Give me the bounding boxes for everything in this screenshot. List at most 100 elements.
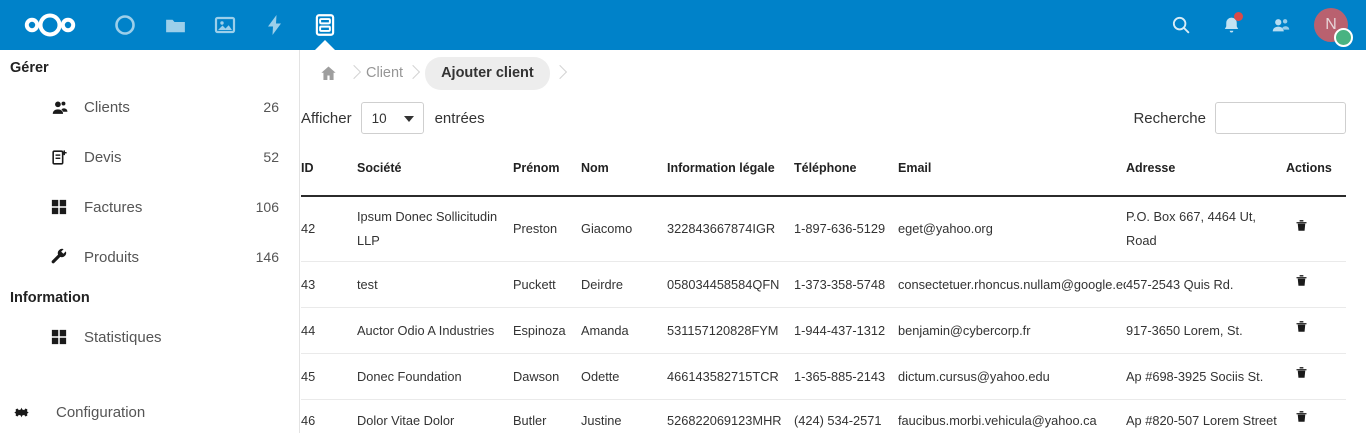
column-header-societe[interactable]: Société bbox=[357, 144, 513, 197]
trash-icon[interactable] bbox=[1294, 217, 1309, 242]
chevron-down-icon bbox=[403, 116, 414, 122]
wrench-icon bbox=[50, 248, 76, 267]
sidebar-item-count: 146 bbox=[255, 249, 279, 265]
sidebar-item-devis[interactable]: Devis 52 bbox=[0, 132, 299, 182]
cell-id: 42 bbox=[301, 196, 357, 262]
sidebar-item-label: Devis bbox=[84, 148, 122, 166]
cell-actions bbox=[1286, 353, 1346, 400]
activity-app-icon[interactable] bbox=[250, 0, 300, 50]
sidebar-item-produits[interactable]: Produits 146 bbox=[0, 232, 299, 282]
files-app-icon[interactable] bbox=[150, 0, 200, 50]
main-content: Client Ajouter client Afficher 10 entrée… bbox=[301, 50, 1366, 433]
breadcrumb-separator bbox=[550, 58, 572, 88]
trash-icon[interactable] bbox=[1294, 364, 1309, 389]
sidebar-item-label: Configuration bbox=[56, 404, 146, 421]
quote-icon bbox=[50, 148, 76, 167]
contacts-icon[interactable] bbox=[1256, 0, 1306, 50]
table-controls: Afficher 10 entrées Recherche bbox=[301, 96, 1366, 144]
table-row[interactable]: 44 Auctor Odio A Industries Espinoza Ama… bbox=[301, 307, 1346, 354]
trash-icon[interactable] bbox=[1294, 272, 1309, 297]
cell-id: 43 bbox=[301, 261, 357, 308]
page-length-suffix: entrées bbox=[434, 109, 485, 127]
cell-adresse: 457-2543 Quis Rd. bbox=[1126, 261, 1286, 308]
cell-societe: Donec Foundation bbox=[357, 353, 513, 400]
gear-icon bbox=[12, 403, 38, 422]
cell-id: 44 bbox=[301, 307, 357, 354]
sidebar-item-factures[interactable]: Factures 106 bbox=[0, 182, 299, 232]
column-header-actions: Actions bbox=[1286, 144, 1346, 197]
sidebar-item-statistiques[interactable]: Statistiques bbox=[0, 312, 299, 362]
column-header-email[interactable]: Email bbox=[898, 144, 1126, 197]
cell-actions bbox=[1286, 307, 1346, 354]
clients-table-wrapper: ID Société Prénom Nom Information légale… bbox=[301, 144, 1366, 433]
cell-actions bbox=[1286, 399, 1346, 433]
column-header-information-legale[interactable]: Information légale bbox=[667, 144, 794, 197]
breadcrumb: Client Ajouter client bbox=[301, 50, 1366, 96]
dashboard-app-icon[interactable] bbox=[100, 0, 150, 50]
page-length-value: 10 bbox=[371, 110, 387, 126]
photos-app-icon[interactable] bbox=[200, 0, 250, 50]
search-label: Recherche bbox=[1133, 109, 1206, 127]
breadcrumb-separator bbox=[344, 58, 366, 88]
cell-telephone: (424) 534-2571 bbox=[794, 399, 898, 433]
user-avatar[interactable]: N bbox=[1314, 8, 1353, 47]
search-icon[interactable] bbox=[1156, 0, 1206, 50]
cell-information-legale: 322843667874IGR bbox=[667, 196, 794, 262]
trash-icon[interactable] bbox=[1294, 408, 1309, 433]
active-app-pointer bbox=[314, 40, 336, 51]
sidebar: Gérer Clients 26 Devis 52 bbox=[0, 50, 300, 433]
sidebar-item-count: 26 bbox=[263, 99, 279, 115]
sidebar-item-count: 52 bbox=[263, 149, 279, 165]
table-row[interactable]: 43 test Puckett Deirdre 058034458584QFN … bbox=[301, 261, 1346, 308]
breadcrumb-item-client[interactable]: Client bbox=[366, 65, 404, 81]
cell-information-legale: 526822069123MHR bbox=[667, 399, 794, 433]
cell-email: faucibus.morbi.vehicula@yahoo.ca bbox=[898, 399, 1126, 433]
home-icon[interactable] bbox=[313, 58, 344, 88]
sidebar-item-count: 106 bbox=[255, 199, 279, 215]
online-status-dot bbox=[1334, 28, 1353, 47]
search-input[interactable] bbox=[1215, 102, 1346, 134]
column-header-id[interactable]: ID bbox=[301, 144, 357, 197]
cell-prenom: Butler bbox=[513, 399, 581, 433]
cell-prenom: Preston bbox=[513, 196, 581, 262]
cell-email: consectetuer.rhoncus.nullam@google.edu bbox=[898, 261, 1126, 308]
cell-id: 46 bbox=[301, 399, 357, 433]
nextcloud-logo[interactable] bbox=[0, 0, 100, 50]
table-head: ID Société Prénom Nom Information légale… bbox=[301, 144, 1346, 197]
topbar-actions: N bbox=[1156, 0, 1366, 50]
cell-telephone: 1-944-437-1312 bbox=[794, 307, 898, 354]
cell-adresse: Ap #698-3925 Sociis St. bbox=[1126, 353, 1286, 400]
cell-actions bbox=[1286, 261, 1346, 308]
invoices-app-icon[interactable] bbox=[300, 0, 350, 51]
breadcrumb-item-ajouter-client[interactable]: Ajouter client bbox=[425, 56, 550, 90]
sidebar-item-label: Produits bbox=[84, 248, 140, 266]
sidebar-item-label: Factures bbox=[84, 198, 143, 216]
sidebar-item-label: Statistiques bbox=[84, 328, 162, 346]
table-row[interactable]: 46 Dolor Vitae Dolor Butler Justine 5268… bbox=[301, 399, 1346, 433]
column-header-adresse[interactable]: Adresse bbox=[1126, 144, 1286, 197]
cell-information-legale: 531157120828FYM bbox=[667, 307, 794, 354]
cell-societe: Dolor Vitae Dolor bbox=[357, 399, 513, 433]
column-header-prenom[interactable]: Prénom bbox=[513, 144, 581, 197]
cell-information-legale: 466143582715TCR bbox=[667, 353, 794, 400]
sidebar-item-label: Clients bbox=[84, 98, 130, 116]
table-row[interactable]: 42 Ipsum Donec Sollicitudin LLP Preston … bbox=[301, 196, 1346, 262]
table-body: 42 Ipsum Donec Sollicitudin LLP Preston … bbox=[301, 196, 1346, 433]
column-header-telephone[interactable]: Téléphone bbox=[794, 144, 898, 197]
cell-actions bbox=[1286, 196, 1346, 262]
sidebar-item-clients[interactable]: Clients 26 bbox=[0, 82, 299, 132]
notifications-bell-icon[interactable] bbox=[1206, 0, 1256, 50]
column-header-nom[interactable]: Nom bbox=[581, 144, 667, 197]
cell-telephone: 1-897-636-5129 bbox=[794, 196, 898, 262]
table-row[interactable]: 45 Donec Foundation Dawson Odette 466143… bbox=[301, 353, 1346, 400]
top-bar: N bbox=[0, 0, 1366, 51]
cell-nom: Justine bbox=[581, 399, 667, 433]
breadcrumb-separator bbox=[403, 58, 425, 88]
sidebar-item-configuration[interactable]: Configuration bbox=[0, 390, 299, 435]
page-length-control: Afficher 10 entrées bbox=[301, 102, 485, 134]
page-length-select[interactable]: 10 bbox=[360, 102, 424, 134]
trash-icon[interactable] bbox=[1294, 318, 1309, 343]
grid-icon bbox=[50, 328, 76, 346]
cell-prenom: Puckett bbox=[513, 261, 581, 308]
cell-email: eget@yahoo.org bbox=[898, 196, 1126, 262]
